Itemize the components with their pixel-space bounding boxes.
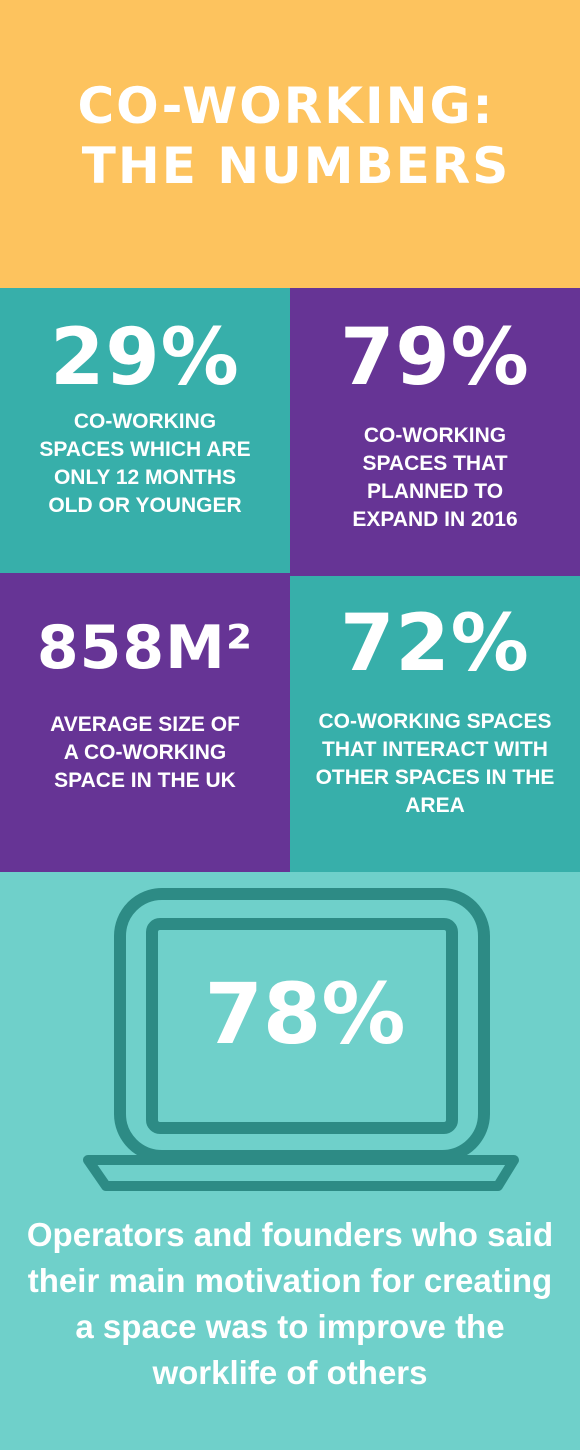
stat-tile-858: 858M² AVERAGE SIZE OF A CO-WORKING SPACE… [0,573,290,872]
feature-stat: 78% [204,965,406,1063]
feature-caption: Operators and founders who said their ma… [26,1216,554,1391]
stat-description: CO-WORKING SPACES THAT PLANNED TO EXPAND… [352,424,518,531]
title-line-2: THE NUMBERS [81,137,511,195]
stat-value: 29% [50,313,240,403]
stat-tile-79: 79% CO-WORKING SPACES THAT PLANNED TO EX… [290,288,580,576]
stat-tile-29: 29% CO-WORKING SPACES WHICH ARE ONLY 12 … [0,288,290,573]
title-line-1: CO-WORKING: [77,77,495,135]
header-banner: CO-WORKING: THE NUMBERS [0,0,580,288]
stat-value: 72% [340,599,530,689]
stat-tile-72: 72% CO-WORKING SPACES THAT INTERACT WITH… [290,576,580,872]
stat-description: CO-WORKING SPACES WHICH ARE ONLY 12 MONT… [39,410,251,517]
stat-value: 858M² [36,613,254,683]
stat-description: CO-WORKING SPACES THAT INTERACT WITH OTH… [315,710,555,817]
laptop-icon [83,888,519,1191]
stat-description: AVERAGE SIZE OF A CO-WORKING SPACE IN TH… [50,713,240,792]
stat-value: 79% [340,313,530,403]
